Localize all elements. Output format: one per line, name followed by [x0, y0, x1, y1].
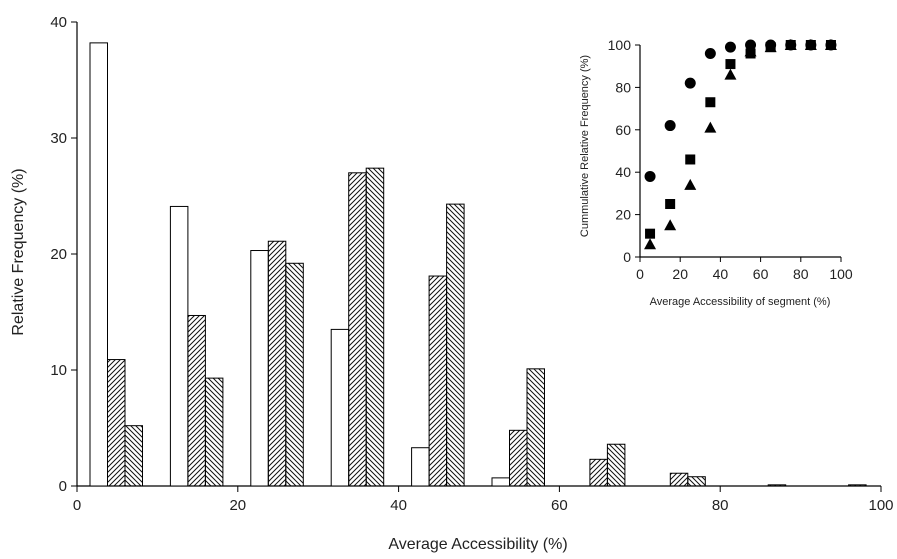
inset-point-triangle	[724, 68, 737, 80]
main-x-tick-label: 0	[73, 497, 81, 514]
inset-point-triangle	[784, 39, 797, 50]
main-y-tick-label: 20	[50, 246, 67, 263]
main-x-axis-title: Average Accessibility (%)	[388, 536, 567, 553]
inset-y-axis-title: Cummulative Relative Frequency (%)	[579, 55, 591, 237]
main-bar	[169, 205, 189, 487]
inset-x-tick-label: 40	[713, 266, 729, 282]
inset-point-triangle	[644, 238, 657, 250]
inset-y-tick-label: 80	[615, 79, 631, 95]
inset-x-tick-label: 60	[753, 266, 769, 282]
main-bar	[204, 377, 224, 487]
main-bar	[687, 476, 706, 487]
main-y-tick-label: 0	[59, 478, 67, 495]
main-bar	[330, 328, 350, 487]
inset-x-axis-title: Average Accessibility of segment (%)	[650, 296, 831, 308]
inset-point-triangle	[664, 219, 677, 231]
inset-point-circle	[644, 170, 656, 182]
inset-point-triangle	[804, 39, 817, 50]
inset-point-circle	[704, 47, 716, 59]
inset-x-tick-label: 0	[636, 266, 644, 282]
main-x-tick-label: 40	[390, 497, 407, 514]
main-bar	[285, 262, 304, 487]
main-bar	[669, 472, 689, 487]
main-bar	[348, 172, 367, 487]
main-bar	[509, 429, 528, 487]
inset-y-tick-label: 0	[623, 249, 631, 265]
main-bar	[491, 477, 510, 487]
inset-y-tick-label: 100	[608, 37, 632, 53]
inset-point-triangle	[684, 178, 697, 190]
main-y-tick-label: 40	[50, 14, 67, 31]
inset-point-square	[665, 199, 676, 209]
inset-x-tick-label: 20	[672, 266, 688, 282]
inset-point-square	[685, 154, 696, 165]
main-bar	[848, 484, 867, 487]
inset-point-triangle	[704, 121, 717, 133]
inset-point-triangle	[744, 45, 757, 57]
main-bar	[589, 458, 608, 487]
main-y-axis-title: Relative Frequency (%)	[10, 168, 27, 335]
main-bar	[365, 167, 385, 487]
main-bar	[107, 359, 126, 487]
main-y-tick-label: 10	[50, 362, 67, 379]
main-bar	[526, 368, 545, 487]
main-x-tick-label: 80	[712, 497, 729, 514]
main-bar	[428, 275, 448, 487]
main-bar	[267, 240, 287, 487]
main-bar	[606, 443, 626, 487]
main-bar	[89, 42, 108, 487]
inset-point-circle	[664, 120, 676, 132]
inset-point-circle	[745, 39, 757, 51]
inset-y-tick-label: 20	[615, 207, 631, 223]
inset-x-tick-label: 80	[793, 266, 809, 282]
inset-point-circle	[684, 77, 696, 89]
main-bar	[446, 203, 465, 487]
inset-cumulative-scatter: 0 20 40 60 80 100 0 20 40 60 80 100	[608, 37, 853, 282]
inset-point-square	[725, 59, 736, 70]
inset-point-square	[645, 228, 656, 239]
inset-x-tick-label: 100	[829, 266, 853, 282]
inset-point-square	[705, 97, 716, 108]
main-bar	[187, 314, 206, 487]
inset-point-triangle	[824, 39, 837, 50]
main-x-tick-label: 20	[229, 497, 246, 514]
main-histogram: 0 10 20 30 40 0 20 40 60 80 100	[50, 14, 893, 514]
inset-point-triangle	[764, 41, 777, 53]
main-y-tick-label: 30	[50, 130, 67, 147]
main-bar	[767, 484, 787, 487]
main-bar	[411, 447, 430, 487]
inset-y-tick-label: 40	[615, 164, 631, 180]
main-bar	[124, 425, 143, 487]
inset-point-circle	[724, 41, 736, 53]
main-x-tick-label: 60	[551, 497, 568, 514]
main-x-tick-label: 100	[868, 497, 893, 514]
main-bar	[250, 250, 269, 487]
inset-y-tick-label: 60	[615, 122, 631, 138]
